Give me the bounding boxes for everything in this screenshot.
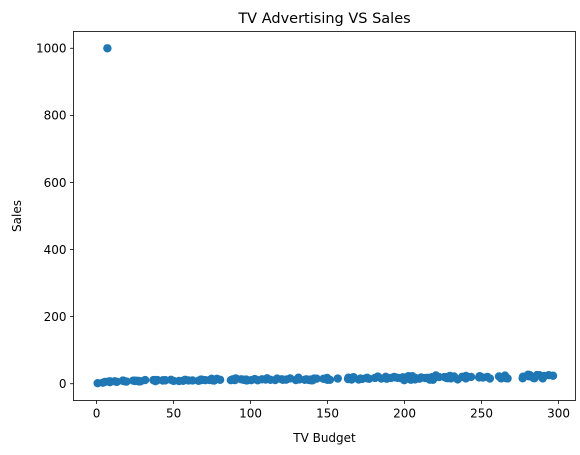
scatter-point <box>485 374 495 383</box>
y-tick-label: 1000 <box>36 42 67 56</box>
y-tick-label: 600 <box>44 176 67 190</box>
scatter-point <box>333 374 342 383</box>
scatter-point <box>122 377 131 386</box>
x-tick-label: 150 <box>316 407 339 421</box>
x-tick-label: 200 <box>393 407 416 421</box>
chart-title: TV Advertising VS Sales <box>237 11 410 27</box>
x-axis-ticks: 0 50 100 150 200 250 300 <box>93 400 570 421</box>
scatter-point <box>103 44 112 53</box>
x-tick-label: 50 <box>166 407 181 421</box>
x-tick-label: 250 <box>470 407 493 421</box>
data-points <box>93 44 558 388</box>
y-tick-label: 400 <box>44 243 67 257</box>
x-tick-label: 0 <box>93 407 101 421</box>
x-tick-label: 300 <box>547 407 570 421</box>
plot-frame <box>73 31 576 401</box>
y-axis-ticks: 0 200 400 600 800 1000 <box>36 42 74 391</box>
y-tick-label: 0 <box>59 377 67 391</box>
y-tick-label: 800 <box>44 109 67 123</box>
scatter-point <box>325 375 335 385</box>
scatter-point <box>466 372 476 382</box>
scatter-point <box>548 371 558 380</box>
scatter-point <box>503 374 512 383</box>
x-axis-label: TV Budget <box>292 431 356 445</box>
scatter-point <box>312 374 321 383</box>
x-tick-label: 100 <box>239 407 262 421</box>
y-axis-label: Sales <box>10 200 24 232</box>
y-tick-label: 200 <box>44 310 67 324</box>
scatter-point <box>215 375 225 384</box>
scatter-point <box>140 375 150 385</box>
